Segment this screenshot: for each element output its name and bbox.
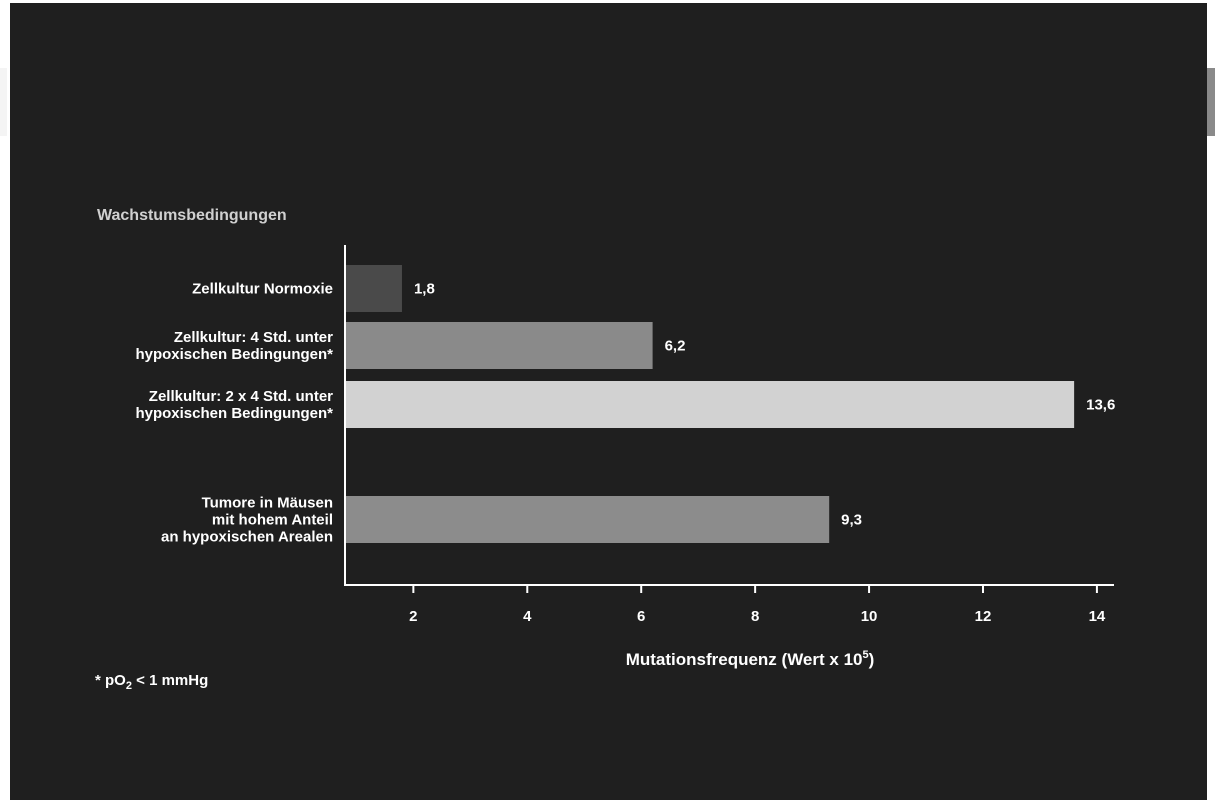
category-label-3: Zellkultur: 2 x 4 Std. unter hypoxischen … xyxy=(135,388,333,422)
value-label-3: 13,6 xyxy=(1086,397,1115,414)
category-labels-group: Zellkultur Normoxie Zellkultur: 4 Std. un… xyxy=(135,281,333,546)
left-edge-artifact xyxy=(0,68,7,136)
x-tick-label-12: 12 xyxy=(975,608,992,625)
value-labels-group: 1,8 6,2 13,6 9,3 xyxy=(414,281,1115,529)
bar-2 xyxy=(345,322,653,369)
x-tick-label-6: 6 xyxy=(637,608,645,625)
bar-1 xyxy=(345,265,402,312)
category-label-2: Zellkultur: 4 Std. unter hypoxischen Bedi… xyxy=(135,329,333,363)
x-tick-label-14: 14 xyxy=(1089,608,1106,625)
category-label-4: Tumore in Mäusen mit hohem Anteil an hypox… xyxy=(161,495,333,546)
x-tick-label-4: 4 xyxy=(523,608,532,625)
bar-4 xyxy=(345,496,830,543)
footnote: * pO2 < 1 mmHg xyxy=(95,672,208,692)
value-label-1: 1,8 xyxy=(414,281,435,298)
x-tick-label-2: 2 xyxy=(409,608,417,625)
x-axis-title: Mutationsfrequenz (Wert x 105) xyxy=(626,649,875,669)
x-ticks-group: 2 4 6 8 10 12 14 xyxy=(409,585,1106,625)
value-label-4: 9,3 xyxy=(841,512,862,529)
category-label-1: Zellkultur Normoxie xyxy=(192,281,333,298)
bar-3 xyxy=(345,381,1075,428)
x-tick-label-10: 10 xyxy=(861,608,878,625)
bars-group xyxy=(345,265,1075,543)
x-tick-label-8: 8 xyxy=(751,608,759,625)
right-edge-artifact xyxy=(1207,68,1215,136)
value-label-2: 6,2 xyxy=(665,338,686,355)
y-group-title: Wachstumsbedingungen xyxy=(97,207,287,224)
